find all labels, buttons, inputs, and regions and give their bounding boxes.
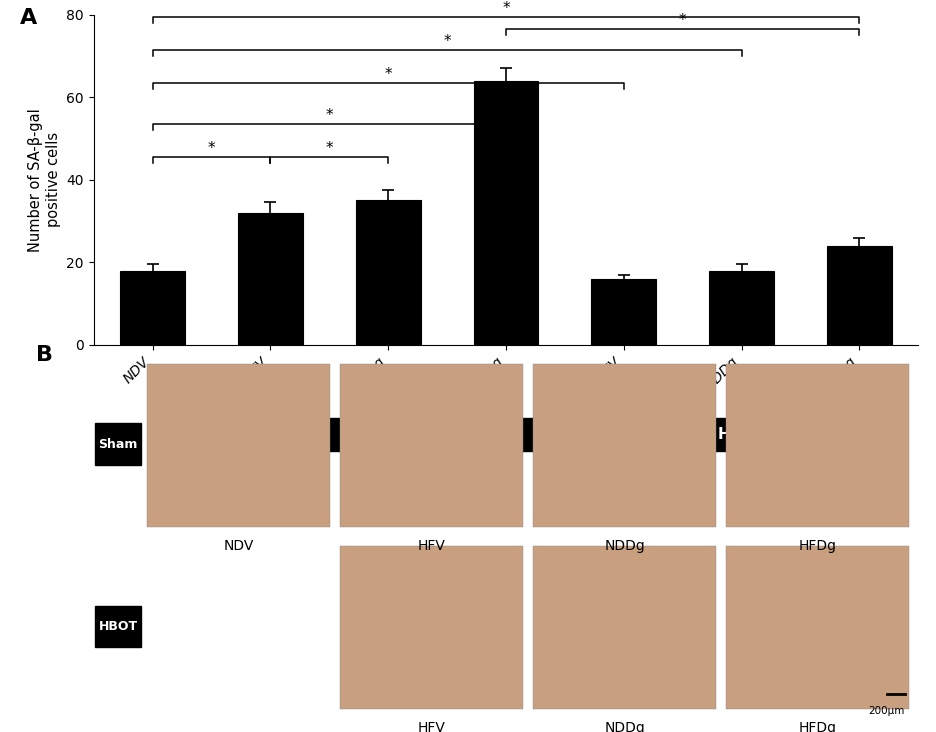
Bar — [591, 279, 655, 345]
Bar — [725, 364, 908, 527]
Bar — [147, 364, 330, 527]
Bar — [356, 201, 420, 345]
Text: *: * — [384, 67, 391, 82]
Bar — [533, 546, 715, 709]
Text: *: * — [502, 1, 509, 16]
Text: *: * — [679, 13, 686, 29]
Text: HBOT: HBOT — [98, 620, 138, 633]
Text: *: * — [325, 141, 332, 156]
Text: 200μm: 200μm — [868, 706, 904, 716]
Bar — [340, 364, 522, 527]
Text: HFDg: HFDg — [797, 721, 836, 732]
Text: NDDg: NDDg — [604, 721, 644, 732]
Bar — [725, 546, 908, 709]
Bar — [238, 213, 302, 345]
Text: HFV: HFV — [417, 721, 446, 732]
Bar — [826, 246, 891, 345]
Text: B: B — [36, 345, 53, 365]
Text: Sham: Sham — [98, 438, 138, 451]
Text: HFV: HFV — [417, 539, 446, 553]
Text: HFDg: HFDg — [797, 539, 836, 553]
FancyBboxPatch shape — [235, 417, 541, 451]
Bar — [120, 271, 184, 345]
Text: *: * — [443, 34, 450, 49]
Bar — [95, 605, 140, 647]
Text: Sham: Sham — [364, 427, 412, 441]
Text: NDDg: NDDg — [604, 539, 644, 553]
Bar — [340, 546, 522, 709]
Text: *: * — [325, 108, 332, 123]
FancyBboxPatch shape — [588, 417, 894, 451]
Bar — [95, 423, 140, 465]
Y-axis label: Number of SA-β-gal
positive cells: Number of SA-β-gal positive cells — [28, 108, 61, 252]
Text: A: A — [20, 8, 37, 28]
Text: NDV: NDV — [224, 539, 254, 553]
Text: HBOT: HBOT — [717, 427, 765, 441]
Text: *: * — [208, 141, 215, 156]
Bar — [473, 81, 538, 345]
Bar — [533, 364, 715, 527]
Bar — [709, 271, 773, 345]
